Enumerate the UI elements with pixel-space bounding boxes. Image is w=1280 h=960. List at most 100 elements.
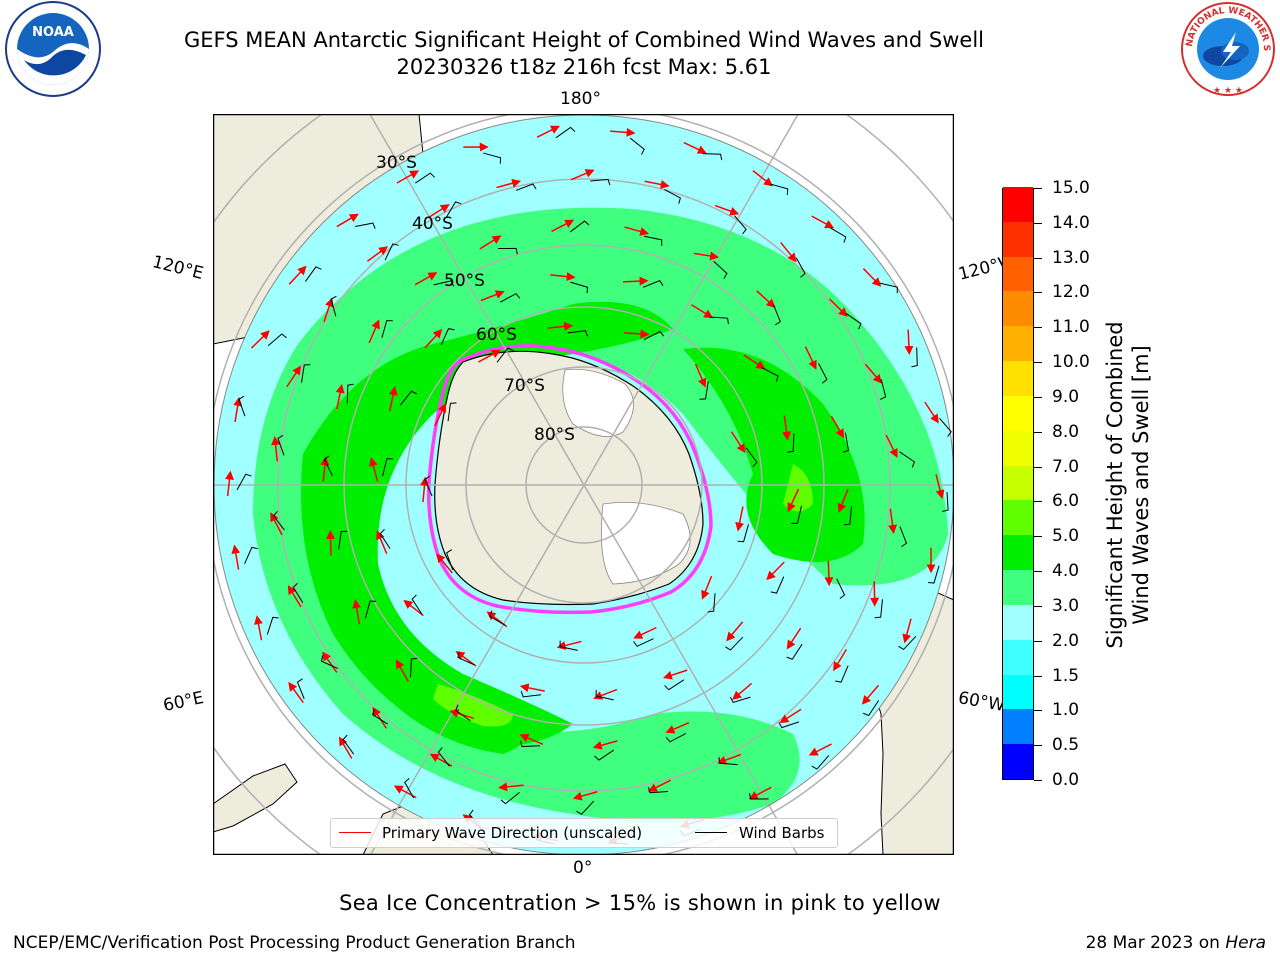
wave-direction-arrow: [811, 215, 835, 229]
wind-barb: [927, 565, 940, 584]
wind-barb: [569, 220, 590, 233]
wave-direction-arrow: [519, 733, 544, 746]
wave-direction-arrow: [287, 585, 302, 608]
wave-direction-arrow: [429, 753, 453, 767]
wave-direction-arrow: [694, 363, 707, 388]
wind-barb: [496, 347, 514, 363]
wave-direction-arrow: [861, 684, 880, 705]
wind-barb: [818, 363, 828, 384]
colorbar-segment: [1003, 290, 1033, 327]
colorbar-tick: [1034, 327, 1042, 329]
wave-direction-arrow: [730, 431, 746, 454]
wind-barb: [445, 549, 454, 570]
lat-label-40s: 40°S: [412, 214, 453, 234]
lat-label-50s: 50°S: [444, 271, 485, 291]
lon-label-60e: 60°E: [161, 687, 206, 717]
wind-barb: [664, 679, 685, 691]
wave-direction-arrow: [551, 219, 575, 233]
wind-barb: [898, 635, 917, 651]
colorbar-tick: [1034, 257, 1042, 259]
wave-direction-arrow: [480, 290, 505, 302]
wind-barb: [499, 293, 521, 303]
wave-direction-arrow: [864, 363, 882, 384]
wave-direction-arrow: [683, 141, 707, 154]
wind-barb: [411, 594, 423, 615]
meridian: [369, 484, 585, 855]
wave-direction-arrow: [748, 786, 772, 800]
sea-ice-edge: [426, 344, 713, 615]
wave-direction-arrow: [478, 349, 501, 363]
wave-direction-arrow: [556, 640, 582, 650]
wave-direction-arrow: [663, 669, 688, 680]
wave-direction-arrow: [766, 561, 785, 581]
wind-barb-legend-line: [695, 832, 727, 833]
wave-direction-arrow: [352, 599, 362, 625]
wind-barb: [301, 364, 311, 383]
wind-barb: [437, 747, 450, 767]
wave-direction-arrow: [804, 346, 817, 370]
wind-barb: [702, 153, 723, 161]
wind-barb: [277, 434, 285, 456]
wind-barb: [713, 260, 728, 279]
wind-barb-legend-label: Wind Barbs: [739, 824, 825, 842]
colorbar-segment: [1003, 674, 1033, 710]
wind-barb: [842, 432, 850, 453]
meridian: [583, 114, 800, 486]
wind-barb: [770, 183, 789, 195]
wave-direction-arrow: [691, 304, 714, 319]
polar-map: [213, 114, 954, 855]
wind-barb: [791, 505, 802, 524]
wave-direction-arrow: [396, 170, 420, 184]
wind-barb: [787, 433, 795, 453]
wind-barb: [745, 447, 758, 468]
wind-barb: [266, 616, 279, 635]
wave-direction-arrow: [779, 708, 802, 724]
colorbar-tick: [1034, 501, 1042, 503]
nws-logo: NATIONAL WEATHER SERVICE ★ ★ ★: [1178, 0, 1275, 96]
wind-barb: [709, 316, 729, 325]
colorbar-tick: [1034, 780, 1042, 781]
wind-barb: [489, 610, 506, 626]
colorbar-label-line1: Significant Height of Combined: [1103, 321, 1127, 649]
wind-barb: [880, 379, 887, 400]
wind-barb: [899, 526, 908, 548]
wind-barb: [433, 280, 455, 287]
wave-direction-arrow: [623, 276, 649, 286]
wave-direction-arrow: [824, 560, 834, 587]
wave-direction-arrow: [335, 383, 345, 410]
wave-vectors: [225, 125, 952, 845]
wave-direction-arrow: [288, 681, 304, 704]
wind-barb: [567, 330, 588, 337]
wind-barb: [379, 528, 391, 549]
colorbar-tick: [1034, 605, 1042, 607]
lon-label-60w: 60°W: [956, 688, 1007, 716]
wave-direction-arrow: [286, 365, 302, 388]
colorbar-tick-label: 3.0: [1052, 595, 1080, 616]
wave-direction-arrow: [372, 706, 387, 729]
colorbar-tick-label: 9.0: [1052, 386, 1080, 407]
wind-barb: [415, 172, 435, 184]
colorbar-tick: [1034, 745, 1042, 747]
wind-barb: [323, 455, 333, 476]
wave-direction-arrow: [701, 575, 713, 600]
wind-barb: [409, 657, 418, 678]
colorbar-segment: [1003, 465, 1033, 501]
wave-direction-arrow: [403, 599, 424, 617]
wave-direction-arrow: [780, 241, 797, 263]
lon-label-180: 180°: [560, 89, 601, 109]
wave-direction-arrow: [388, 386, 398, 412]
wave-direction-arrow: [550, 272, 576, 282]
wind-barb: [404, 777, 415, 799]
wave-direction-arrow: [726, 621, 744, 642]
colorbar-label: Significant Height of Combined Wind Wave…: [1102, 275, 1154, 695]
colorbar-segment: [1003, 360, 1033, 396]
wave-direction-arrow: [338, 736, 353, 759]
meridian: [368, 114, 585, 486]
wind-barb: [238, 395, 246, 417]
wind-barb: [729, 696, 751, 704]
wind-barb: [665, 732, 687, 743]
wind-barb: [445, 201, 462, 218]
wind-barb: [843, 506, 853, 526]
wind-barb: [457, 651, 475, 666]
wave-direction-arrow: [570, 169, 595, 181]
